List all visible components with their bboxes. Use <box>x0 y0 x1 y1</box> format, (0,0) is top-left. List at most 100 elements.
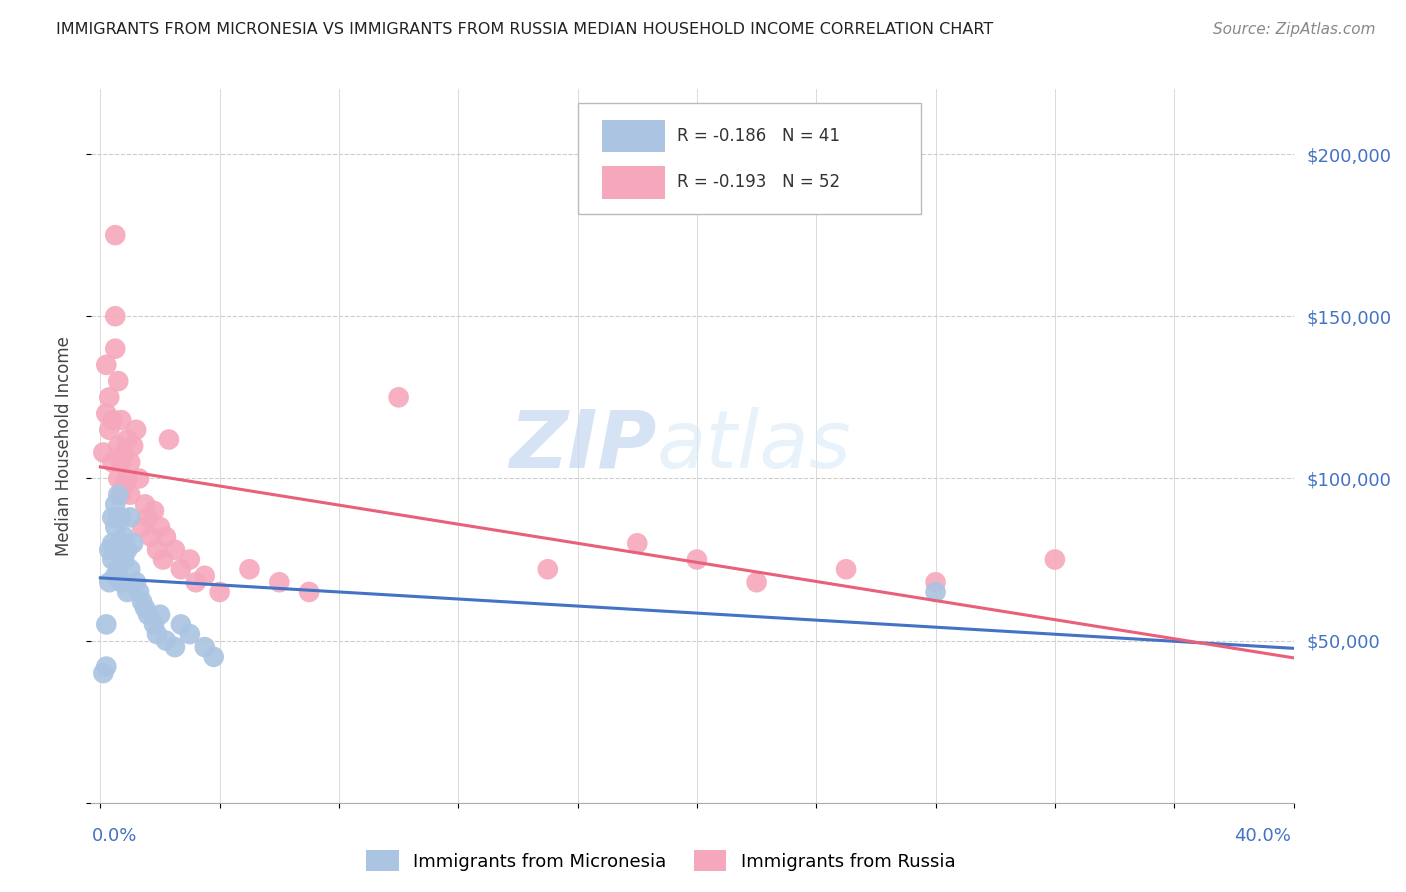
Point <box>120 488 142 502</box>
Point <box>107 471 129 485</box>
Point <box>96 358 118 372</box>
Point <box>149 520 172 534</box>
Point <box>91 666 114 681</box>
FancyBboxPatch shape <box>602 166 665 199</box>
Point <box>104 568 127 582</box>
Legend: Immigrants from Micronesia, Immigrants from Russia: Immigrants from Micronesia, Immigrants f… <box>359 843 963 879</box>
Point <box>134 601 156 615</box>
Point <box>120 562 142 576</box>
Point <box>110 413 132 427</box>
Point <box>179 627 201 641</box>
Point <box>107 488 129 502</box>
Point <box>136 510 159 524</box>
Point <box>101 455 124 469</box>
Point <box>146 542 169 557</box>
Point <box>269 575 291 590</box>
Point <box>115 433 138 447</box>
Text: 0.0%: 0.0% <box>91 827 136 845</box>
Point <box>143 504 166 518</box>
Point <box>125 575 148 590</box>
Point <box>122 536 145 550</box>
Point <box>110 455 132 469</box>
Point <box>686 552 709 566</box>
FancyBboxPatch shape <box>602 120 665 153</box>
Point <box>128 471 150 485</box>
Y-axis label: Median Household Income: Median Household Income <box>55 336 73 556</box>
Point <box>626 536 648 550</box>
Point <box>115 542 138 557</box>
Point <box>104 497 127 511</box>
Point <box>208 585 231 599</box>
Point <box>104 228 127 243</box>
Point <box>96 407 118 421</box>
Point <box>104 542 127 557</box>
Text: 40.0%: 40.0% <box>1234 827 1291 845</box>
Point <box>120 455 142 469</box>
Point <box>155 633 177 648</box>
Point <box>134 497 156 511</box>
Point <box>924 575 946 590</box>
Point <box>125 423 148 437</box>
Point <box>202 649 225 664</box>
Point <box>537 562 560 576</box>
Point <box>98 542 121 557</box>
Point <box>170 562 193 576</box>
Point <box>107 510 129 524</box>
Point <box>924 585 946 599</box>
Text: IMMIGRANTS FROM MICRONESIA VS IMMIGRANTS FROM RUSSIA MEDIAN HOUSEHOLD INCOME COR: IMMIGRANTS FROM MICRONESIA VS IMMIGRANTS… <box>56 22 994 37</box>
Text: Source: ZipAtlas.com: Source: ZipAtlas.com <box>1212 22 1375 37</box>
Point <box>238 562 260 576</box>
Point <box>101 552 124 566</box>
Point <box>115 585 138 599</box>
Point <box>112 478 135 492</box>
Point <box>131 520 153 534</box>
Point <box>194 640 217 654</box>
Point <box>128 585 150 599</box>
Point <box>835 562 858 576</box>
Point <box>91 445 114 459</box>
Point <box>152 552 174 566</box>
Point <box>170 617 193 632</box>
Text: R = -0.193   N = 52: R = -0.193 N = 52 <box>676 173 839 191</box>
Point <box>110 575 132 590</box>
Point <box>96 659 118 673</box>
Point <box>96 617 118 632</box>
Point <box>107 536 129 550</box>
Point <box>101 413 124 427</box>
FancyBboxPatch shape <box>578 103 921 214</box>
Point <box>112 445 135 459</box>
Point <box>298 585 321 599</box>
Point <box>146 627 169 641</box>
Point <box>143 617 166 632</box>
Point <box>139 530 162 544</box>
Point <box>149 607 172 622</box>
Point <box>110 536 132 550</box>
Point <box>98 575 121 590</box>
Text: ZIP: ZIP <box>509 407 657 485</box>
Point <box>98 390 121 404</box>
Point <box>107 439 129 453</box>
Point <box>107 374 129 388</box>
Point <box>388 390 411 404</box>
Point <box>131 595 153 609</box>
Point <box>120 510 142 524</box>
Point <box>163 640 186 654</box>
Text: atlas: atlas <box>657 407 851 485</box>
Point <box>98 423 121 437</box>
Point <box>184 575 207 590</box>
Point <box>104 520 127 534</box>
Point <box>104 310 127 324</box>
Point <box>1043 552 1066 566</box>
Point <box>101 510 124 524</box>
Point <box>112 530 135 544</box>
Point <box>104 342 127 356</box>
Point <box>110 510 132 524</box>
Point <box>112 552 135 566</box>
Point <box>163 542 186 557</box>
Point <box>122 439 145 453</box>
Point <box>179 552 201 566</box>
Point <box>155 530 177 544</box>
Point <box>745 575 768 590</box>
Point <box>136 607 159 622</box>
Point <box>107 562 129 576</box>
